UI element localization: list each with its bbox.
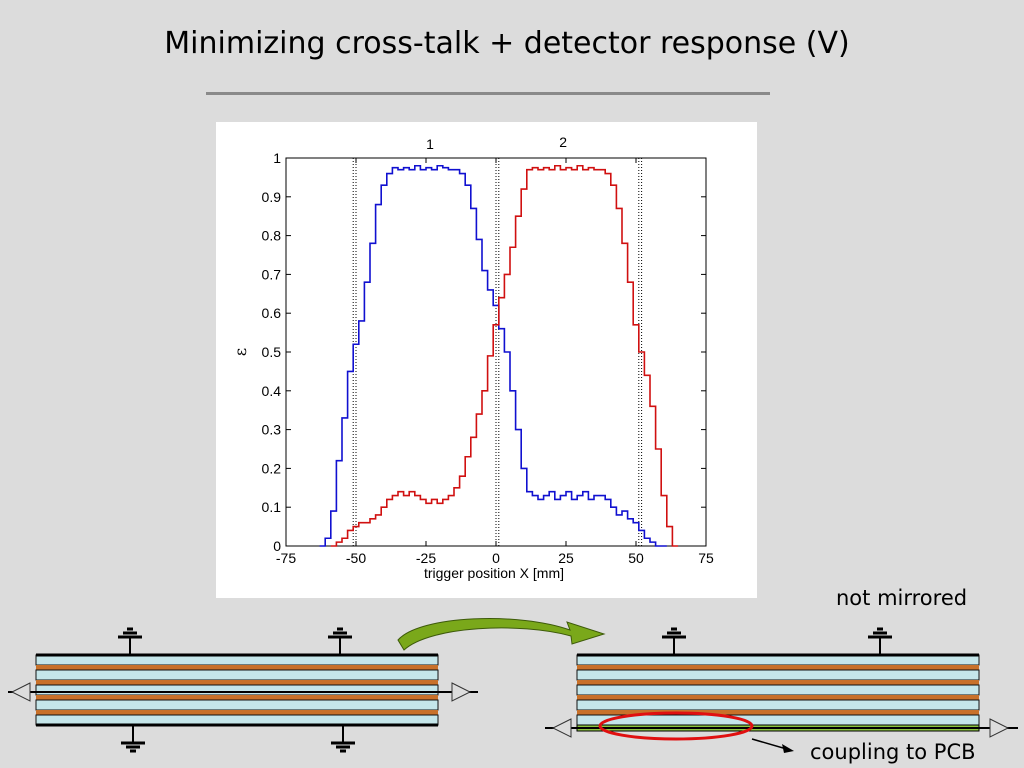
y-tick-label: 0.7 [262, 266, 282, 282]
y-tick-label: 0 [273, 538, 281, 554]
efficiency-chart-svg: -75 -50 -25 0 25 50 75 0 0.1 0.2 0.3 0.4 0.5 0.6 0.7 0.… [231, 134, 714, 581]
copper-layer [36, 680, 438, 685]
y-tick-label: 0.4 [262, 383, 282, 399]
x-tick-label: -75 [276, 550, 296, 566]
strip-2-efficiency-series [330, 164, 678, 547]
curved-arrow-icon [397, 618, 606, 651]
not-mirrored-label: not mirrored [836, 586, 968, 610]
copper-layer [577, 695, 979, 700]
strip-1-annotation: 1 [426, 136, 434, 152]
detector-layer [35, 684, 439, 696]
right-detector [545, 627, 1018, 738]
copper-layer [577, 665, 979, 670]
y-tick-label: 0.6 [262, 305, 282, 321]
copper-layer [577, 680, 979, 685]
x-tick-label: 75 [698, 550, 714, 566]
y-tick-label: 0.1 [262, 499, 282, 515]
coupling-pointer-arrowhead [782, 744, 794, 753]
right-arrow-icon [451, 682, 472, 702]
y-tick-label: 0.3 [262, 422, 282, 438]
x-tick-label: 25 [558, 550, 574, 566]
detector-layer [35, 669, 439, 681]
coupling-to-pcb-label: coupling to PCB [810, 740, 976, 764]
y-tick-label: 0.9 [262, 189, 282, 205]
y-tick-label: 0.2 [262, 460, 282, 476]
detector-layer [576, 669, 980, 681]
slide-title: Minimizing cross-talk + detector respons… [164, 26, 850, 61]
strip-2-annotation: 2 [559, 134, 567, 150]
y-tick-label: 0.5 [262, 344, 282, 360]
detector-layer [35, 699, 439, 711]
detector-layer [576, 684, 980, 696]
right-arrow-icon [989, 718, 1010, 738]
x-tick-label: -50 [346, 550, 366, 566]
copper-layer [577, 710, 979, 715]
detector-diagram [8, 618, 1018, 753]
x-tick-label: 0 [492, 550, 500, 566]
left-detector [8, 627, 478, 753]
title-divider [206, 92, 770, 95]
left-arrow-icon [551, 718, 572, 738]
left-arrow-icon [10, 682, 31, 702]
y-tick-label: 1 [273, 150, 281, 166]
y-tick-label: 0.8 [262, 228, 282, 244]
x-axis-label: trigger position X [mm] [424, 565, 564, 581]
copper-layer [36, 710, 438, 715]
y-axis-label: ε [231, 348, 250, 356]
x-tick-label: -25 [416, 550, 436, 566]
copper-layer [36, 695, 438, 700]
detector-layer [576, 699, 980, 711]
efficiency-chart: -75 -50 -25 0 25 50 75 0 0.1 0.2 0.3 0.4 0.5 0.6 0.7 0.… [216, 122, 757, 598]
copper-layer [36, 665, 438, 670]
coupling-highlight-ellipse [598, 711, 754, 741]
strip-1-efficiency-series [319, 164, 667, 547]
x-tick-label: 50 [628, 550, 644, 566]
detector-layer [576, 714, 980, 726]
